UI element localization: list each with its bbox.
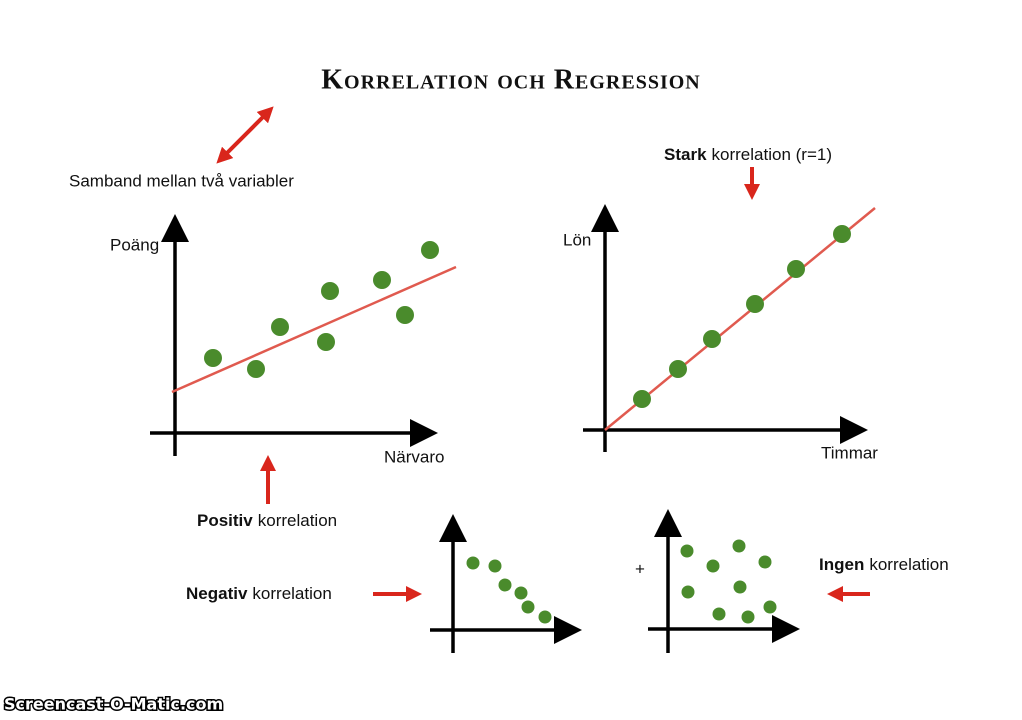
dot [521, 600, 535, 614]
subtitle: Samband mellan två variabler [69, 171, 294, 190]
negative-chart [430, 514, 582, 653]
negative-label: Negativ korrelation [186, 584, 332, 603]
dot [271, 318, 289, 336]
dot [680, 544, 694, 558]
dot [741, 610, 755, 624]
dot [514, 586, 528, 600]
strong-label: Stark korrelation (r=1) [664, 145, 832, 164]
dot [833, 225, 851, 243]
dot [746, 295, 764, 313]
dot [488, 559, 502, 573]
y-label: Poäng [110, 235, 159, 254]
dot [733, 580, 747, 594]
dot [758, 555, 772, 569]
dot [498, 578, 512, 592]
strong-chart: Lön Timmar [563, 204, 878, 462]
dot [703, 330, 721, 348]
positive-label: Positiv korrelation [197, 511, 337, 530]
dot [706, 559, 720, 573]
title: Korrelation och Regression [321, 64, 700, 95]
double-arrow [216, 106, 274, 164]
dot [538, 610, 552, 624]
regression-line [604, 207, 876, 431]
dot [466, 556, 480, 570]
dot [787, 260, 805, 278]
dot [373, 271, 391, 289]
dot [681, 585, 695, 599]
x-label: Närvaro [384, 447, 444, 466]
none-chart: + [635, 509, 800, 653]
plus: + [635, 559, 645, 578]
dot [204, 349, 222, 367]
dot [732, 539, 746, 553]
dot [321, 282, 339, 300]
dot [317, 333, 335, 351]
none-label: Ingen korrelation [819, 555, 949, 574]
dot [669, 360, 687, 378]
dot [763, 600, 777, 614]
regression-line [171, 265, 457, 394]
watermark: Screencast-O-Matic.com [4, 695, 223, 714]
positive-chart: Poäng Närvaro [110, 214, 457, 466]
dot [247, 360, 265, 378]
dot [396, 306, 414, 324]
dot [633, 390, 651, 408]
dot [712, 607, 726, 621]
dot [421, 241, 439, 259]
x-label: Timmar [821, 443, 878, 462]
y-label: Lön [563, 230, 591, 249]
